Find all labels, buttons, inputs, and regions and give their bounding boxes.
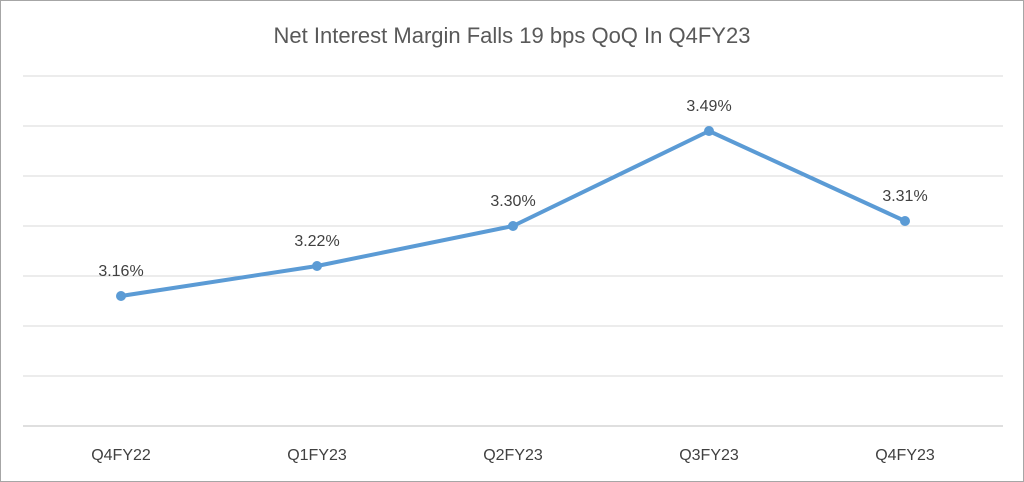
data-label: 3.30% — [490, 193, 535, 210]
x-tick-label: Q2FY23 — [483, 447, 543, 464]
data-point — [508, 221, 518, 231]
data-point — [116, 291, 126, 301]
chart-title: Net Interest Margin Falls 19 bps QoQ In … — [273, 23, 751, 48]
data-label: 3.22% — [294, 233, 339, 250]
x-tick-label: Q1FY23 — [287, 447, 347, 464]
data-label: 3.49% — [686, 98, 731, 115]
series-line — [119, 129, 907, 298]
x-tick-label: Q4FY22 — [91, 447, 151, 464]
data-label: 3.16% — [98, 263, 143, 280]
data-label: 3.31% — [882, 188, 927, 205]
x-tick-label: Q4FY23 — [875, 447, 935, 464]
data-point — [704, 126, 714, 136]
data-point — [312, 261, 322, 271]
x-tick-label: Q3FY23 — [679, 447, 739, 464]
data-point — [900, 216, 910, 226]
